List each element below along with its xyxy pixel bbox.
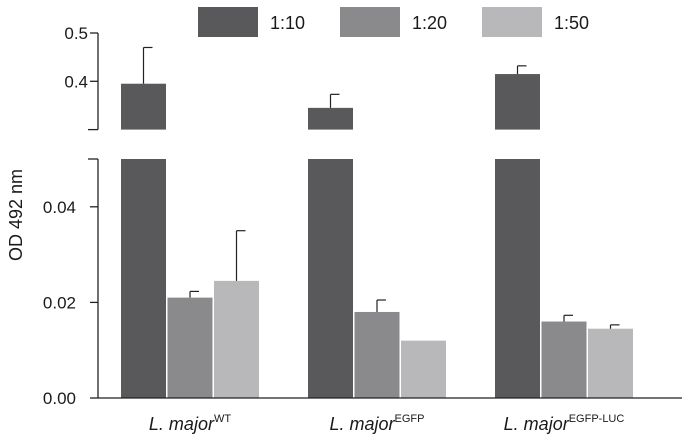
- x-tick-label: L. majorEGFP-LUC: [504, 413, 625, 434]
- bar-wt-1-20: [167, 297, 213, 398]
- y-axis-label: OD 492 nm: [6, 169, 26, 261]
- category-name: L. major: [330, 414, 396, 434]
- legend-label: 1:50: [554, 13, 589, 33]
- legend-item-1-50: 1:50: [482, 7, 589, 37]
- bar-egfp-1-10-error-bar: [329, 93, 340, 108]
- legend: 1:10 1:20 1:50: [198, 7, 589, 37]
- category-superscript: EGFP: [395, 413, 425, 425]
- legend-item-1-20: 1:20: [340, 7, 447, 37]
- legend-label: 1:20: [412, 13, 447, 33]
- axes: 0.000.020.040.40.5L. majorWT L. majorEGFP…: [43, 24, 682, 434]
- category-superscript: EGFP-LUC: [569, 413, 625, 425]
- bar-wt-1-10-lower: [121, 159, 166, 398]
- bar-wt-1-50: [214, 280, 259, 398]
- bar-egfp-1-20: [354, 311, 400, 398]
- bar-egfp-1-50: [401, 340, 446, 398]
- legend-swatch: [482, 7, 542, 37]
- bars: [121, 46, 633, 398]
- bar-egfp-luc-1-10-error-bar: [516, 65, 527, 75]
- bar-egfp-luc-1-10-lower: [495, 159, 540, 398]
- y-tick-label: 0.00: [43, 389, 76, 408]
- bar-egfp-1-10-upper: [308, 107, 353, 130]
- category-superscript: WT: [214, 413, 231, 425]
- bar-wt-1-20-error-bar: [189, 290, 199, 298]
- bar-wt-1-50-error-bar: [235, 230, 246, 281]
- bar-egfp-luc-1-20-error-bar: [563, 314, 573, 322]
- y-tick-label: 0.02: [43, 293, 76, 312]
- y-tick-label: 0.5: [64, 24, 88, 43]
- x-tick-label: L. majorWT: [149, 413, 231, 434]
- bar-egfp-1-10-lower: [308, 159, 353, 398]
- category-name: L. major: [149, 414, 215, 434]
- bar-egfp-luc-1-50: [588, 328, 633, 398]
- bar-egfp-luc-1-50-error-bar: [609, 324, 620, 329]
- legend-swatch: [198, 7, 258, 37]
- bar-egfp-luc-1-10-upper: [495, 74, 540, 130]
- category-name: L. major: [504, 414, 570, 434]
- bar-wt-1-10-upper: [121, 83, 166, 130]
- legend-label: 1:10: [270, 13, 305, 33]
- y-tick-label: 0.4: [64, 72, 88, 91]
- legend-swatch: [340, 7, 400, 37]
- x-tick-label: L. majorEGFP: [330, 413, 425, 434]
- legend-item-1-10: 1:10: [198, 7, 305, 37]
- bar-egfp-1-20-error-bar: [376, 299, 386, 312]
- bar-wt-1-10-error-bar: [142, 46, 153, 84]
- y-tick-label: 0.04: [43, 198, 76, 217]
- bar-egfp-luc-1-20: [541, 321, 587, 398]
